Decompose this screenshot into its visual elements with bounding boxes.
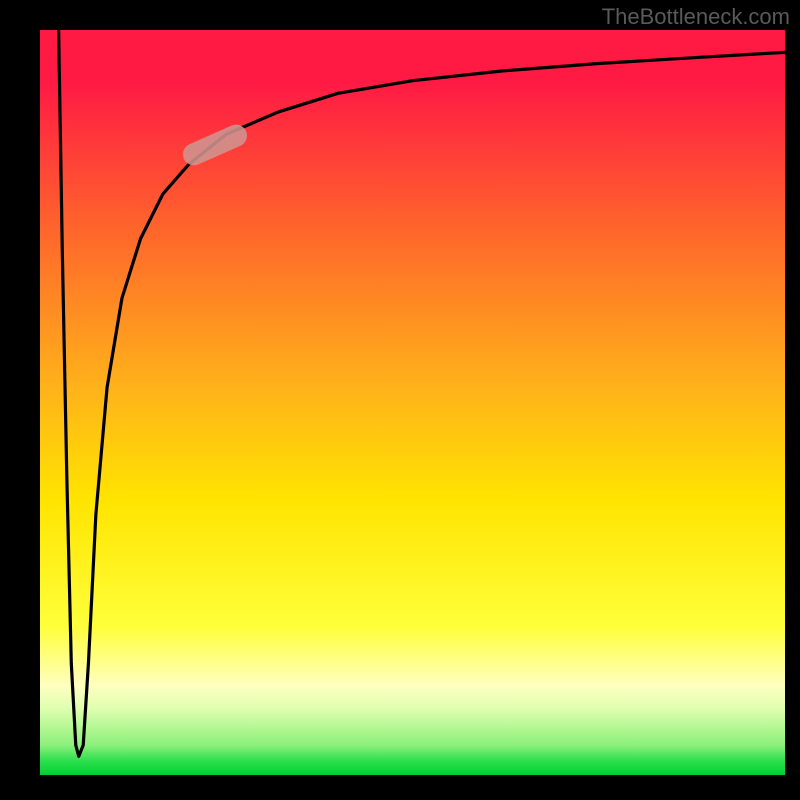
watermark-text: TheBottleneck.com bbox=[602, 4, 790, 30]
bottleneck-chart: TheBottleneck.com bbox=[0, 0, 800, 800]
plot-area bbox=[40, 30, 785, 775]
performance-curve bbox=[59, 30, 785, 756]
curve-layer bbox=[40, 30, 785, 775]
